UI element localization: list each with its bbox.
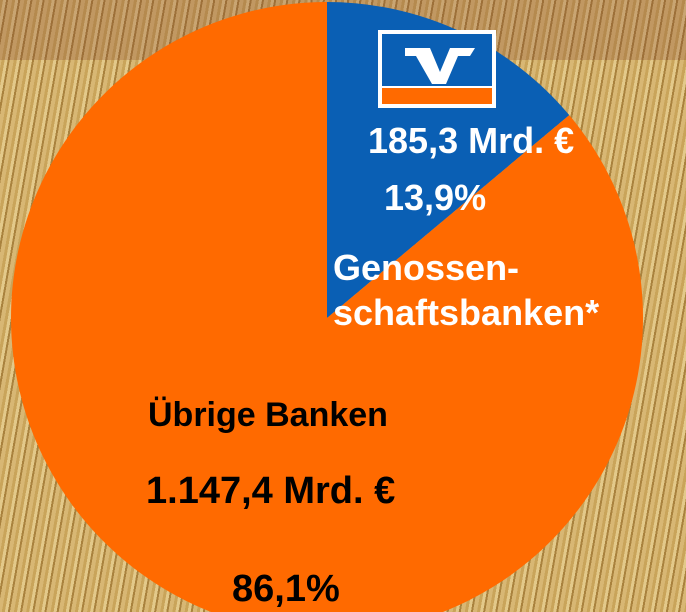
category-label: Genossen- schaftsbanken* [333, 245, 599, 335]
screenshot: 185,3 Mrd. € 13,9% Genossen- schaftsbank… [0, 0, 686, 612]
value-label: 185,3 Mrd. € [368, 118, 574, 163]
percent-label: 86,1% [232, 566, 340, 612]
category-label: Übrige Banken [148, 394, 388, 437]
percent-label: 13,9% [384, 175, 486, 220]
value-label: 1.147,4 Mrd. € [146, 468, 395, 516]
